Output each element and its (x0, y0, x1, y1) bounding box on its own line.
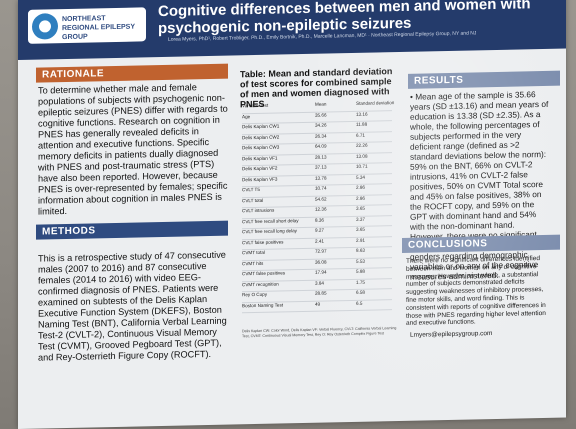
results-text: • Mean age of the sample is 35.66 years … (410, 89, 549, 282)
table-cell: 2.86 (356, 184, 365, 190)
table-cell: CVMT total (242, 249, 265, 256)
table-cell: 72.97 (315, 248, 327, 254)
table-cell: CVMT false positives (242, 270, 286, 277)
table-footnote: Delis Kaplan CW: Color Word, Delis Kapla… (242, 326, 397, 338)
table-cell: 2.91 (356, 237, 365, 243)
contact-email: Lmyers@epilepsygroup.com (410, 330, 493, 339)
table-cell: 34.26 (315, 122, 327, 128)
table-header-cell: Variable/Test (242, 102, 269, 109)
table-cell: 13.16 (356, 111, 368, 117)
table-cell: 5.34 (356, 174, 365, 180)
table-cell: 1.75 (356, 279, 365, 285)
table-header-cell: Standard deviation (356, 100, 395, 106)
results-table: Variable/Test Mean Standard deviation Ag… (242, 100, 395, 314)
table-cell: 2.86 (356, 195, 365, 201)
methods-heading: METHODS (36, 220, 228, 240)
table-cell: Delis Kaplan VF1 (242, 155, 278, 161)
table-cell: Age (242, 113, 251, 119)
table-cell: 37.13 (315, 164, 327, 170)
table-cell: Delis Kaplan VF2 (242, 165, 278, 172)
logo: NORTHEAST REGIONAL EPILEPSY GROUP (28, 7, 146, 44)
logo-text: NORTHEAST REGIONAL EPILEPSY GROUP (62, 15, 135, 42)
table-cell: 54.62 (315, 196, 327, 202)
table-cell: 3.65 (356, 205, 365, 211)
table-cell: 6.71 (356, 132, 365, 138)
table-cell: 11.88 (356, 121, 368, 127)
table-cell: CVLT free recall long delay (242, 228, 297, 235)
poster: NORTHEAST REGIONAL EPILEPSY GROUP Cognit… (18, 0, 566, 429)
table-cell: 3.84 (315, 280, 324, 286)
table-cell: 22.26 (356, 142, 368, 148)
logo-mark-icon (32, 13, 58, 40)
table-cell: 64.09 (315, 143, 327, 149)
table-cell: 17.94 (315, 269, 327, 275)
table-cell: 5.88 (356, 268, 365, 274)
table-cell: CVLT false positives (242, 238, 284, 245)
table-cell: 13.78 (315, 175, 327, 181)
table-cell: 6.5 (356, 300, 363, 306)
table-cell: 13.08 (356, 153, 368, 159)
table-cell: 5.53 (356, 258, 365, 264)
results-heading: RESULTS (408, 70, 560, 89)
table-cell: 49 (315, 301, 321, 307)
poster-header: NORTHEAST REGIONAL EPILEPSY GROUP Cognit… (18, 0, 566, 61)
table-header-cell: Mean (315, 101, 327, 107)
table-cell: 8.63 (356, 247, 365, 253)
conclusions-text: There were no significant differences id… (406, 255, 546, 328)
table-cell: CVLT T5 (242, 186, 260, 193)
table-cell: Delis Kaplan CW1 (242, 123, 280, 130)
table-cell: CVLT intrusions (242, 207, 275, 214)
table-cell: CVMT hits (242, 260, 264, 266)
table-cell: Rey O Copy (242, 291, 268, 298)
table-cell: 35.66 (315, 112, 327, 118)
table-cell: 2.41 (315, 238, 324, 244)
rationale-heading: RATIONALE (36, 63, 228, 83)
table-cell: 10.71 (356, 163, 368, 169)
table-cell: Delis Kaplan VF3 (242, 176, 278, 182)
table-cell: 28.85 (315, 290, 327, 296)
table-cell: 28.13 (315, 154, 327, 160)
table-cell: 36.08 (315, 259, 327, 265)
table-cell: 12.36 (315, 206, 327, 212)
table-cell: 26.34 (315, 133, 327, 139)
table-cell: Delis Kaplan CW3 (242, 144, 280, 151)
table-cell: CVLT total (242, 197, 264, 203)
table-cell: 10.74 (315, 185, 327, 191)
table-cell: CVLT free recall short delay (242, 217, 299, 224)
table-cell: CVMT recognition (242, 281, 279, 287)
table-cell: Delis Kaplan CW2 (242, 134, 280, 140)
table-cell: 8.36 (315, 217, 324, 223)
table-cell: 6.58 (356, 289, 365, 295)
rationale-text: To determine whether male and female pop… (38, 82, 228, 217)
methods-text: This is a retrospective study of 47 cons… (38, 249, 227, 363)
table-cell: Boston Naming Test (242, 301, 284, 308)
table-cell: 9.27 (315, 227, 324, 233)
table-cell: 3.65 (356, 226, 365, 232)
table-cell: 3.37 (356, 216, 365, 222)
table-row: Boston Naming Test 49 6.5 (242, 299, 392, 314)
